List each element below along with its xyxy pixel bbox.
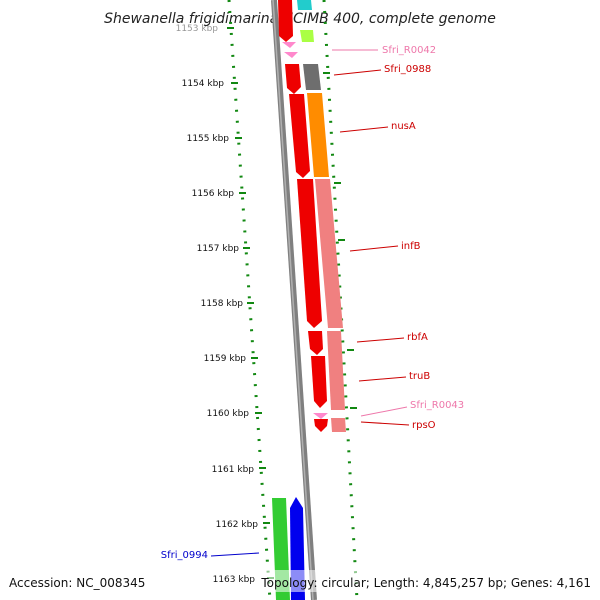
tick-label-1162: 1162 kbp	[216, 520, 259, 530]
genome-backbone	[271, 0, 317, 600]
gene-trub-reverse	[311, 356, 327, 408]
gene-rbfa-trub	[327, 331, 345, 410]
tick-label-1157: 1157 kbp	[197, 244, 240, 254]
leader-nusa	[339, 126, 389, 133]
label-nusa: nusA	[391, 121, 416, 132]
label-sfri-r0043: Sfri_R0043	[410, 400, 464, 411]
rna-sfri-r0042-lower	[284, 52, 298, 58]
footer-accession: Accession: NC_008345	[9, 576, 145, 590]
leader-sfri-r0043	[360, 406, 408, 417]
gene-labels: Sfri_R0042 Sfri_0988 nusA infB rbfA truB…	[161, 45, 464, 561]
tick-label-1153: 1153 kbp	[176, 24, 219, 34]
right-dotted-border	[322, 0, 359, 600]
tick-label-1161: 1161 kbp	[212, 465, 255, 475]
leader-rpso	[360, 421, 410, 426]
label-sfri-r0042: Sfri_R0042	[382, 45, 436, 56]
rna-sfri-r0042-upper	[282, 42, 296, 48]
footer-summary-backdrop	[258, 570, 600, 592]
tick-label-1155: 1155 kbp	[187, 134, 230, 144]
leader-trub	[358, 376, 407, 382]
footer-summary: Topology: circular; Length: 4,845,257 bp…	[260, 576, 591, 590]
tick-label-1154: 1154 kbp	[182, 79, 225, 89]
reverse-strand-genes	[272, 0, 328, 600]
label-sfri-0988: Sfri_0988	[384, 64, 431, 75]
label-infb: infB	[401, 241, 421, 252]
gene-red-1154	[285, 64, 301, 94]
gene-rpso	[314, 419, 328, 432]
label-rpso: rpsO	[412, 420, 436, 431]
label-sfri-0994: Sfri_0994	[161, 550, 208, 561]
gene-lime-top	[300, 30, 314, 42]
gene-infb	[315, 179, 343, 328]
leader-rbfa	[356, 337, 405, 343]
gene-upstream-red	[278, 0, 293, 42]
gene-cyan-top	[297, 0, 312, 10]
map-title: Shewanella frigidimarina NCIMB 400, comp…	[104, 11, 496, 27]
leader-sfri-0994	[210, 552, 260, 557]
leader-sfri-0988	[333, 69, 382, 76]
gene-rbfa-reverse	[308, 331, 323, 355]
leader-infb	[349, 245, 399, 252]
leader-lines	[210, 49, 410, 557]
left-dotted-border	[227, 0, 272, 600]
tick-label-1156: 1156 kbp	[192, 189, 235, 199]
tick-label-1158: 1158 kbp	[201, 299, 244, 309]
gene-sfri-0988	[303, 64, 321, 90]
gene-red-1155	[289, 94, 310, 178]
gene-nusa	[307, 93, 329, 177]
label-rbfa: rbfA	[407, 332, 428, 343]
label-trub: truB	[409, 371, 430, 382]
gene-infb-reverse	[297, 179, 322, 328]
tick-label-1160: 1160 kbp	[207, 409, 250, 419]
tick-label-1159: 1159 kbp	[204, 354, 247, 364]
rna-sfri-r0043	[313, 413, 328, 419]
tick-label-1163: 1163 kbp	[213, 575, 256, 585]
gene-rpso-forward	[331, 418, 346, 432]
backbone-highlight	[272, 0, 314, 600]
tick-labels: 1153 kbp 1154 kbp 1155 kbp 1156 kbp 1157…	[176, 24, 259, 585]
dotted-track-borders	[227, 0, 359, 600]
